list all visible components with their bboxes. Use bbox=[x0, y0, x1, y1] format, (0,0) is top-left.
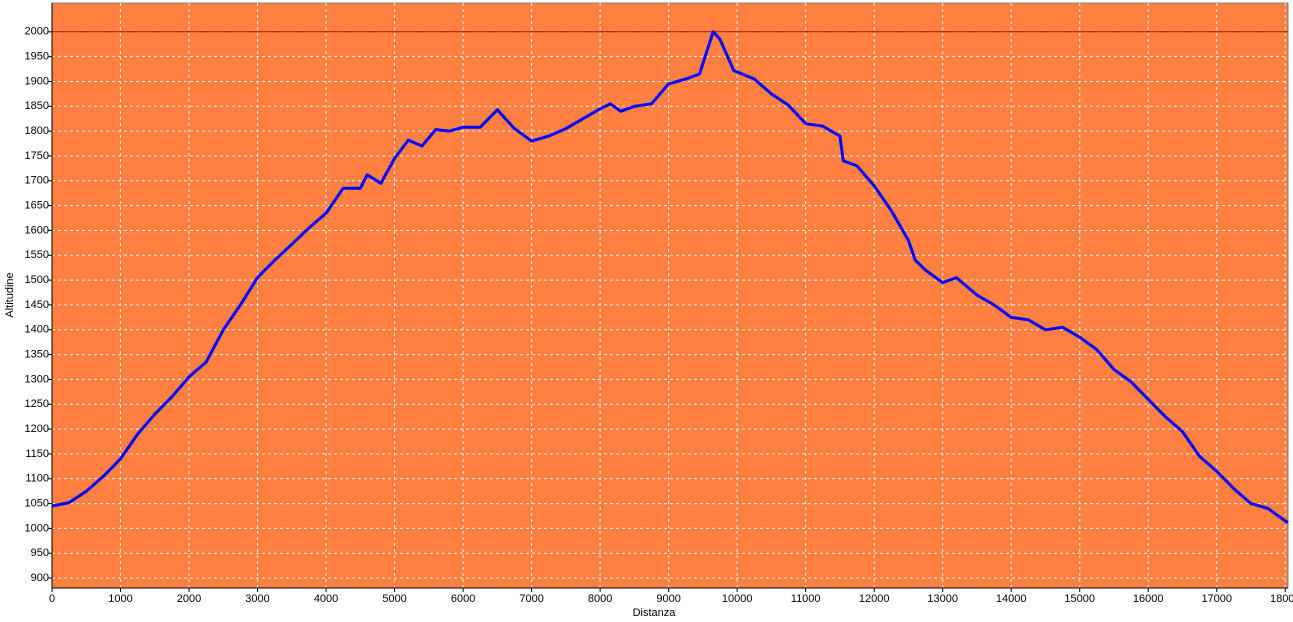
x-tick-label: 10000 bbox=[722, 593, 753, 605]
x-tick-label: 13000 bbox=[927, 593, 958, 605]
y-tick-label: 900 bbox=[31, 572, 49, 584]
x-tick-label: 6000 bbox=[451, 593, 475, 605]
x-tick-label: 8000 bbox=[588, 593, 612, 605]
x-tick-label: 14000 bbox=[996, 593, 1027, 605]
y-tick-label: 1050 bbox=[25, 497, 49, 509]
y-tick-label: 1900 bbox=[25, 75, 49, 87]
y-tick-label: 1600 bbox=[25, 224, 49, 236]
elevation-line bbox=[51, 30, 1289, 524]
y-tick-label: 1100 bbox=[25, 473, 49, 485]
y-tick-label: 1700 bbox=[25, 175, 49, 187]
y-tick-label: 1550 bbox=[25, 249, 49, 261]
x-tick-label: 9000 bbox=[656, 593, 680, 605]
x-tick-label: 18000 bbox=[1270, 593, 1293, 605]
y-tick-label: 1950 bbox=[25, 51, 49, 63]
y-tick-label: 1400 bbox=[25, 324, 49, 336]
x-axis-label: Distanza bbox=[633, 607, 677, 619]
x-tick-label: 12000 bbox=[859, 593, 890, 605]
x-tick-label: 5000 bbox=[382, 593, 406, 605]
y-tick-label: 1300 bbox=[25, 373, 49, 385]
y-axis-label: Altitudine bbox=[4, 272, 16, 317]
y-tick-label: 1450 bbox=[25, 299, 49, 311]
x-tick-label: 11000 bbox=[791, 593, 821, 605]
plot-area bbox=[51, 2, 1289, 589]
x-tick-label: 16000 bbox=[1133, 593, 1164, 605]
y-tick-label: 1500 bbox=[25, 274, 49, 286]
y-tick-label: 1000 bbox=[25, 522, 49, 534]
y-tick-label: 1650 bbox=[25, 200, 49, 212]
x-tick-label: 2000 bbox=[177, 593, 201, 605]
x-tick-label: 0 bbox=[49, 593, 55, 605]
y-tick-label: 1850 bbox=[25, 100, 49, 112]
x-tick-label: 15000 bbox=[1064, 593, 1095, 605]
x-tick-label: 17000 bbox=[1201, 593, 1232, 605]
y-tick-label: 950 bbox=[31, 547, 49, 559]
y-tick-label: 2000 bbox=[25, 26, 49, 38]
y-tick-label: 1250 bbox=[25, 398, 49, 410]
x-tick-label: 3000 bbox=[245, 593, 269, 605]
y-tick-label: 1200 bbox=[25, 423, 49, 435]
x-tick-label: 1000 bbox=[108, 593, 132, 605]
x-tick-label: 7000 bbox=[519, 593, 543, 605]
y-tick-label: 1800 bbox=[25, 125, 49, 137]
x-tick-label: 4000 bbox=[314, 593, 338, 605]
y-tick-label: 1750 bbox=[25, 150, 49, 162]
y-tick-label: 1350 bbox=[25, 349, 49, 361]
y-tick-label: 1150 bbox=[25, 448, 49, 460]
